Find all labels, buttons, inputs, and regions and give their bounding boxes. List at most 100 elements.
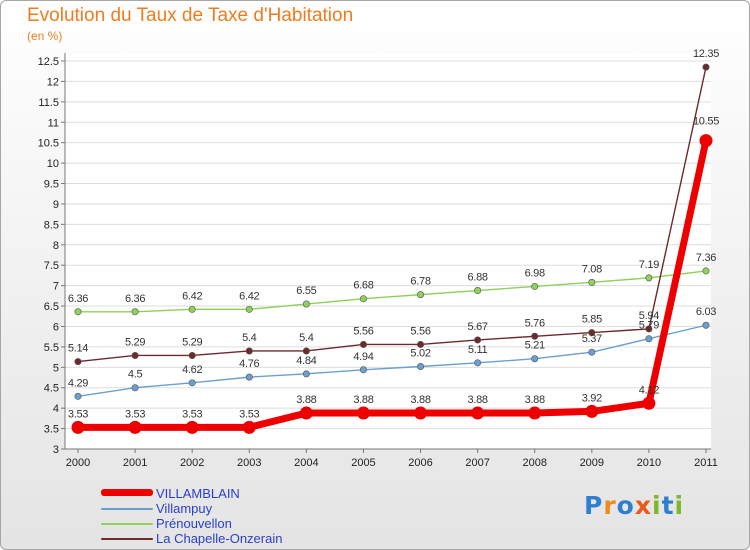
data-point-prenouvellon — [474, 287, 482, 295]
legend-label-prenouvellon: Prénouvellon — [156, 516, 232, 531]
data-label-prenouvellon: 6.98 — [525, 267, 545, 279]
x-tick-label: 2006 — [408, 457, 432, 469]
data-point-la-chapelle-onzerain — [531, 332, 539, 340]
data-label-villamblain: 3.88 — [296, 394, 316, 406]
data-point-villamblain — [185, 420, 199, 434]
y-tick-label: 3.5 — [44, 424, 59, 436]
logo-letter: o — [616, 491, 635, 520]
data-label-villamblain: 3.53 — [68, 408, 88, 420]
logo-letter: r — [603, 491, 617, 520]
data-label-villamblain: 3.88 — [468, 394, 488, 406]
legend-item-prenouvellon[interactable]: Prénouvellon — [101, 516, 401, 531]
data-point-villampuy — [131, 384, 139, 392]
logo-letter: i — [674, 491, 685, 520]
x-tick-label: 2005 — [351, 457, 375, 469]
series-line-prenouvellon — [78, 270, 707, 313]
data-point-la-chapelle-onzerain — [302, 347, 310, 355]
data-label-la-chapelle-onzerain: 5.67 — [468, 321, 488, 333]
data-point-villamblain — [699, 134, 713, 148]
data-point-prenouvellon — [245, 305, 253, 313]
data-label-prenouvellon: 7.19 — [639, 259, 659, 271]
legend-label-villampuy: Villampuy — [156, 501, 213, 516]
data-label-villampuy: 4.76 — [239, 358, 259, 370]
data-label-la-chapelle-onzerain: 5.76 — [525, 317, 545, 329]
legend-label-la-chapelle-onzerain: La Chapelle-Onzerain — [156, 531, 283, 546]
data-label-villampuy: 4.5 — [128, 369, 143, 381]
legend-swatch-villampuy — [101, 508, 153, 510]
data-point-villampuy — [245, 373, 253, 381]
y-tick-label: 3 — [53, 444, 59, 456]
legend-item-la-chapelle-onzerain[interactable]: La Chapelle-Onzerain — [101, 531, 401, 546]
data-point-la-chapelle-onzerain — [702, 63, 710, 71]
y-tick-label: 9.5 — [44, 179, 59, 191]
data-label-la-chapelle-onzerain: 5.29 — [125, 336, 145, 348]
data-point-villampuy — [702, 321, 710, 329]
data-label-villamblain: 4.12 — [639, 384, 659, 396]
data-point-villampuy — [417, 362, 425, 370]
data-label-villampuy: 5.37 — [582, 333, 602, 345]
data-point-la-chapelle-onzerain — [588, 329, 596, 337]
data-point-villampuy — [188, 379, 196, 387]
y-tick-label: 12 — [47, 76, 59, 88]
x-tick-label: 2011 — [694, 457, 718, 469]
y-tick-label: 7.5 — [44, 260, 59, 272]
legend-swatch-prenouvellon — [101, 523, 153, 525]
data-label-la-chapelle-onzerain: 5.4 — [299, 332, 314, 344]
data-point-villampuy — [474, 359, 482, 367]
data-label-la-chapelle-onzerain: 5.56 — [353, 325, 373, 337]
plot-area — [65, 53, 711, 449]
data-point-villamblain — [128, 420, 142, 434]
data-point-la-chapelle-onzerain — [474, 336, 482, 344]
y-tick-label: 10.5 — [38, 138, 59, 150]
series-line-villamblain — [78, 139, 710, 431]
x-tick-label: 2004 — [294, 457, 318, 469]
legend-swatch-villamblain — [101, 489, 153, 496]
y-tick-label: 9 — [53, 199, 59, 211]
data-point-villamblain — [356, 406, 370, 420]
legend-item-villampuy[interactable]: Villampuy — [101, 501, 401, 516]
y-tick-label: 5 — [53, 362, 59, 374]
data-point-villampuy — [531, 355, 539, 363]
data-label-prenouvellon: 6.68 — [353, 280, 373, 292]
data-label-villampuy: 5.21 — [525, 340, 545, 352]
y-tick-label: 10 — [47, 158, 59, 170]
data-point-villampuy — [588, 348, 596, 356]
x-tick-label: 2010 — [637, 457, 661, 469]
data-point-prenouvellon — [74, 308, 82, 316]
data-point-prenouvellon — [188, 305, 196, 313]
data-label-villamblain: 3.53 — [125, 408, 145, 420]
x-tick-label: 2001 — [123, 457, 147, 469]
legend-label-villamblain: VILLAMBLAIN — [156, 486, 240, 501]
y-tick-label: 6.5 — [44, 301, 59, 313]
y-tick-label: 4 — [53, 403, 59, 415]
data-point-villamblain — [471, 406, 485, 420]
data-point-prenouvellon — [645, 274, 653, 282]
legend-item-villamblain[interactable]: VILLAMBLAIN — [101, 486, 401, 501]
data-label-la-chapelle-onzerain: 5.14 — [68, 343, 88, 355]
data-point-villamblain — [414, 406, 428, 420]
data-label-villamblain: 3.88 — [525, 394, 545, 406]
data-point-prenouvellon — [131, 308, 139, 316]
data-point-prenouvellon — [588, 278, 596, 286]
legend-swatch-la-chapelle-onzerain — [101, 538, 153, 540]
data-label-la-chapelle-onzerain: 5.29 — [182, 336, 202, 348]
data-point-villamblain — [299, 406, 313, 420]
data-point-la-chapelle-onzerain — [74, 358, 82, 366]
data-point-prenouvellon — [417, 291, 425, 299]
y-tick-label: 8 — [53, 240, 59, 252]
data-point-villampuy — [645, 335, 653, 343]
y-tick-label: 8.5 — [44, 219, 59, 231]
series-line-villampuy — [77, 324, 707, 398]
data-label-prenouvellon: 6.42 — [239, 290, 259, 302]
chart-subtitle: (en %) — [27, 29, 63, 43]
y-tick-label: 11.5 — [38, 97, 59, 109]
data-label-villamblain: 3.92 — [582, 392, 602, 404]
x-tick-label: 2009 — [580, 457, 604, 469]
data-label-villampuy: 4.62 — [182, 364, 202, 376]
proxiti-logo: Proxiti — [584, 491, 684, 520]
data-point-villamblain — [528, 406, 542, 420]
data-label-prenouvellon: 7.08 — [582, 263, 602, 275]
data-label-villamblain: 3.53 — [182, 408, 202, 420]
data-label-villampuy: 6.03 — [696, 306, 716, 318]
